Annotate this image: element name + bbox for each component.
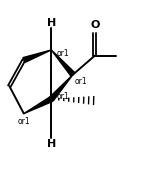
- Text: or1: or1: [74, 77, 87, 86]
- Text: or1: or1: [57, 49, 70, 58]
- Polygon shape: [23, 50, 51, 62]
- Text: H: H: [47, 18, 56, 28]
- Polygon shape: [51, 50, 75, 76]
- Polygon shape: [49, 75, 73, 101]
- Text: or1: or1: [57, 92, 70, 101]
- Polygon shape: [24, 97, 53, 114]
- Text: H: H: [47, 139, 56, 149]
- Text: or1: or1: [18, 117, 30, 126]
- Text: O: O: [90, 20, 99, 30]
